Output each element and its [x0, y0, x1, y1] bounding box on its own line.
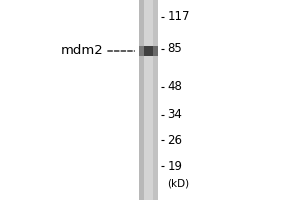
Bar — [139, 46, 144, 56]
Text: 26: 26 — [167, 134, 182, 146]
Text: (kD): (kD) — [167, 179, 190, 189]
Text: 48: 48 — [167, 80, 182, 94]
Text: 85: 85 — [167, 43, 182, 55]
Bar — [144, 0, 153, 200]
Bar — [139, 0, 144, 200]
Text: 34: 34 — [167, 108, 182, 121]
Bar — [153, 46, 158, 56]
Text: 117: 117 — [167, 10, 190, 23]
Text: 19: 19 — [167, 160, 182, 172]
Bar — [153, 0, 158, 200]
Text: mdm2: mdm2 — [61, 45, 104, 58]
Bar — [144, 46, 153, 56]
